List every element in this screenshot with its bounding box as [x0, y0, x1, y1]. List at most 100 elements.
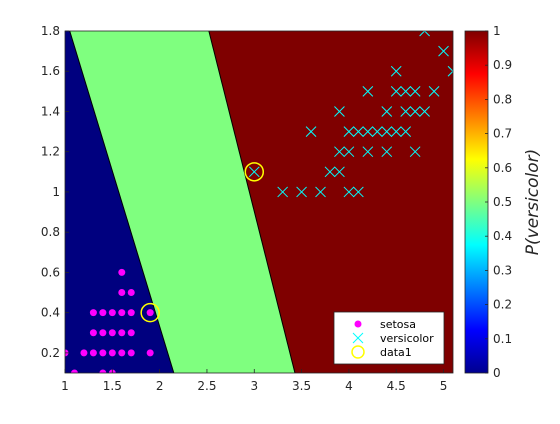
versicolor-marker [400, 85, 412, 97]
versicolor-legend-marker [352, 332, 364, 344]
colorbar-label: P(versicolor) [523, 149, 543, 255]
setosa-marker [127, 289, 135, 297]
versicolor-marker [343, 146, 355, 158]
x-tick-label: 3.5 [292, 379, 311, 393]
versicolor-marker [343, 126, 355, 137]
decision-boundary-1 [69, 31, 175, 373]
versicolor-marker [409, 106, 421, 117]
setosa-marker [99, 369, 107, 373]
versicolor-marker [390, 85, 402, 97]
x-tick-label: 5 [440, 379, 448, 393]
versicolor-marker [447, 65, 453, 77]
x-tick-label: 1.5 [103, 379, 122, 393]
decision-regions [65, 31, 453, 373]
x-tick-label: 1 [61, 379, 69, 393]
versicolor-marker [400, 106, 412, 117]
legend-entry: data1 [351, 345, 412, 359]
y-tick-label: 1.4 [41, 104, 60, 118]
versicolor-marker [381, 146, 393, 158]
versicolor-marker [409, 146, 421, 158]
colorbar-tick-label: 0.8 [493, 92, 512, 106]
colorbar-tick-label: 0.4 [493, 229, 512, 243]
data1-marker [244, 162, 265, 182]
versicolor-marker [362, 85, 374, 97]
versicolor-marker [419, 31, 430, 37]
y-tick-label: 1.2 [41, 145, 60, 159]
versicolor-marker [428, 85, 440, 97]
versicolor-marker [315, 186, 326, 198]
y-tick-label: 1.8 [41, 24, 60, 38]
versicolor-marker [438, 45, 449, 57]
setosa-marker [89, 309, 97, 317]
versicolor-marker [334, 146, 345, 158]
setosa-marker [89, 329, 97, 337]
versicolor-marker [324, 166, 336, 178]
colorbar-tick-label: 0.1 [493, 332, 512, 346]
versicolor-marker [371, 126, 383, 137]
y-tick-label: 0.4 [41, 306, 60, 320]
setosa-marker [118, 268, 126, 276]
colorbar-tick-label: 0.9 [493, 58, 512, 72]
setosa-marker [127, 329, 135, 337]
setosa-marker [89, 349, 97, 357]
data1-legend-marker [351, 345, 365, 359]
versicolor-marker [390, 126, 402, 137]
y-tick-label: 1.6 [41, 64, 60, 78]
colorbar-tick-label: 0 [493, 366, 501, 380]
plot-frame [64, 30, 454, 374]
setosa-marker [146, 349, 154, 357]
x-tick-label: 4 [345, 379, 353, 393]
x-tick-label: 4.5 [387, 379, 406, 393]
region-right-class [208, 31, 453, 373]
versicolor-marker [381, 126, 393, 137]
setosa-marker [127, 349, 135, 357]
colorbar-tick-label: 0.5 [493, 195, 512, 209]
y-tick-label: 1 [52, 185, 60, 199]
setosa-marker [70, 369, 78, 373]
setosa-marker [108, 349, 116, 357]
x-axis-ticks: 1 1.5 2 2.5 3 3.5 4 4.5 5 [61, 369, 447, 393]
versicolor-marker [334, 106, 345, 117]
versicolor-marker [362, 146, 374, 158]
legend-label: setosa [380, 318, 416, 331]
y-tick-label: 0.6 [41, 265, 60, 279]
versicolor-marker [277, 186, 289, 198]
colorbar-tick-label: 0.3 [493, 263, 512, 277]
setosa-marker [99, 329, 107, 337]
colorbar [464, 30, 489, 374]
data-markers [65, 31, 453, 373]
versicolor-marker [390, 65, 402, 77]
setosa-marker [99, 349, 107, 357]
setosa-marker [118, 289, 126, 297]
legend-label: data1 [380, 346, 412, 359]
colorbar-tick-label: 0.6 [493, 161, 512, 175]
legend-entry: versicolor [352, 332, 434, 345]
legend-label: versicolor [380, 332, 434, 345]
colorbar-ticks: 0 0.1 0.2 0.3 0.4 0.5 0.6 0.7 0.8 0.9 1 [485, 24, 512, 380]
setosa-marker [118, 329, 126, 337]
setosa-marker [118, 309, 126, 317]
versicolor-marker [334, 166, 345, 178]
setosa-marker [99, 309, 107, 317]
versicolor-marker [409, 85, 421, 97]
colorbar-tick-label: 0.7 [493, 127, 512, 141]
setosa-marker [118, 349, 126, 357]
versicolor-marker [296, 186, 307, 198]
versicolor-marker [381, 106, 393, 117]
versicolor-marker [353, 186, 364, 198]
versicolor-marker [400, 126, 412, 137]
setosa-marker [108, 309, 116, 317]
y-tick-label: 0.8 [41, 225, 60, 239]
versicolor-marker [248, 166, 260, 178]
y-tick-label: 0.2 [41, 346, 60, 360]
x-tick-label: 2.5 [197, 379, 216, 393]
versicolor-marker [353, 126, 364, 137]
colorbar-tick-label: 0.2 [493, 298, 512, 312]
data1-marker [140, 302, 160, 323]
y-axis-ticks: 0.2 0.4 0.6 0.8 1 1.2 1.4 1.6 1.8 [41, 24, 69, 360]
x-tick-label: 3 [250, 379, 258, 393]
setosa-marker [108, 329, 116, 337]
setosa-marker [146, 309, 154, 317]
